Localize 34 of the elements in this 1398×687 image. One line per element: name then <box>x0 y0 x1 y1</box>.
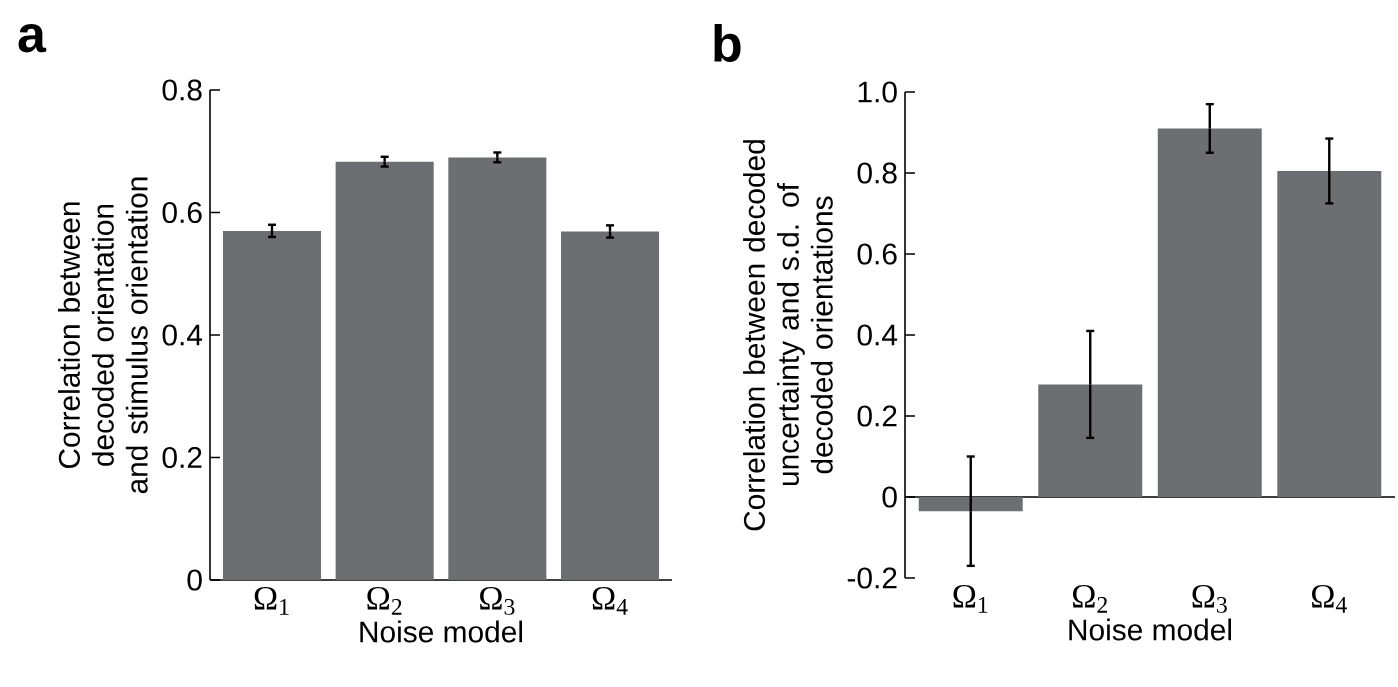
y-tick-label: 0.8 <box>162 79 202 101</box>
x-tick-label: Ω$_{1}$ <box>953 585 988 613</box>
y-tick-label: 0.4 <box>857 324 898 346</box>
bar <box>918 497 1023 512</box>
bar <box>1157 128 1262 497</box>
y-tick-label: 0.4 <box>162 324 203 346</box>
bar <box>335 161 434 580</box>
x-tick-label: Ω$_{4}$ <box>592 587 628 615</box>
y-tick-label: 0.2 <box>162 446 202 469</box>
x-tick-label: Ω$_{3}$ <box>480 587 515 615</box>
y-tick-label: 1.0 <box>858 81 897 103</box>
bar <box>1277 170 1382 497</box>
x-tick-label: Ω$_{2}$ <box>1072 585 1107 613</box>
chart-title: b <box>714 24 741 63</box>
bar <box>448 157 547 580</box>
chart-title: a <box>18 24 47 53</box>
y-tick-label: 0 <box>882 486 897 508</box>
x-axis-title: Noise model <box>1069 618 1231 641</box>
y-tick-label: -0.2 <box>847 567 897 589</box>
x-tick-label: Ω$_{3}$ <box>1192 585 1227 613</box>
y-tick-label: 0.8 <box>857 162 897 184</box>
x-axis-title: Noise model <box>360 620 522 643</box>
y-tick-label: 0.6 <box>162 201 202 224</box>
bar <box>222 230 321 580</box>
x-tick-label: Ω$_{1}$ <box>254 587 289 615</box>
y-axis-title: Correlation between decoded orientation and stimulus orientation <box>58 177 148 494</box>
y-tick-label: 0 <box>187 569 202 591</box>
x-tick-label: Ω$_{2}$ <box>367 587 402 615</box>
x-tick-label: Ω$_{4}$ <box>1312 585 1347 613</box>
y-axis-title: Correlation between decoded uncertainty and s.d. of decoded orientations <box>743 140 833 531</box>
y-tick-label: 0.2 <box>857 405 897 427</box>
y-tick-label: 0.6 <box>857 243 897 265</box>
bar <box>561 231 660 580</box>
bar <box>1038 384 1143 497</box>
